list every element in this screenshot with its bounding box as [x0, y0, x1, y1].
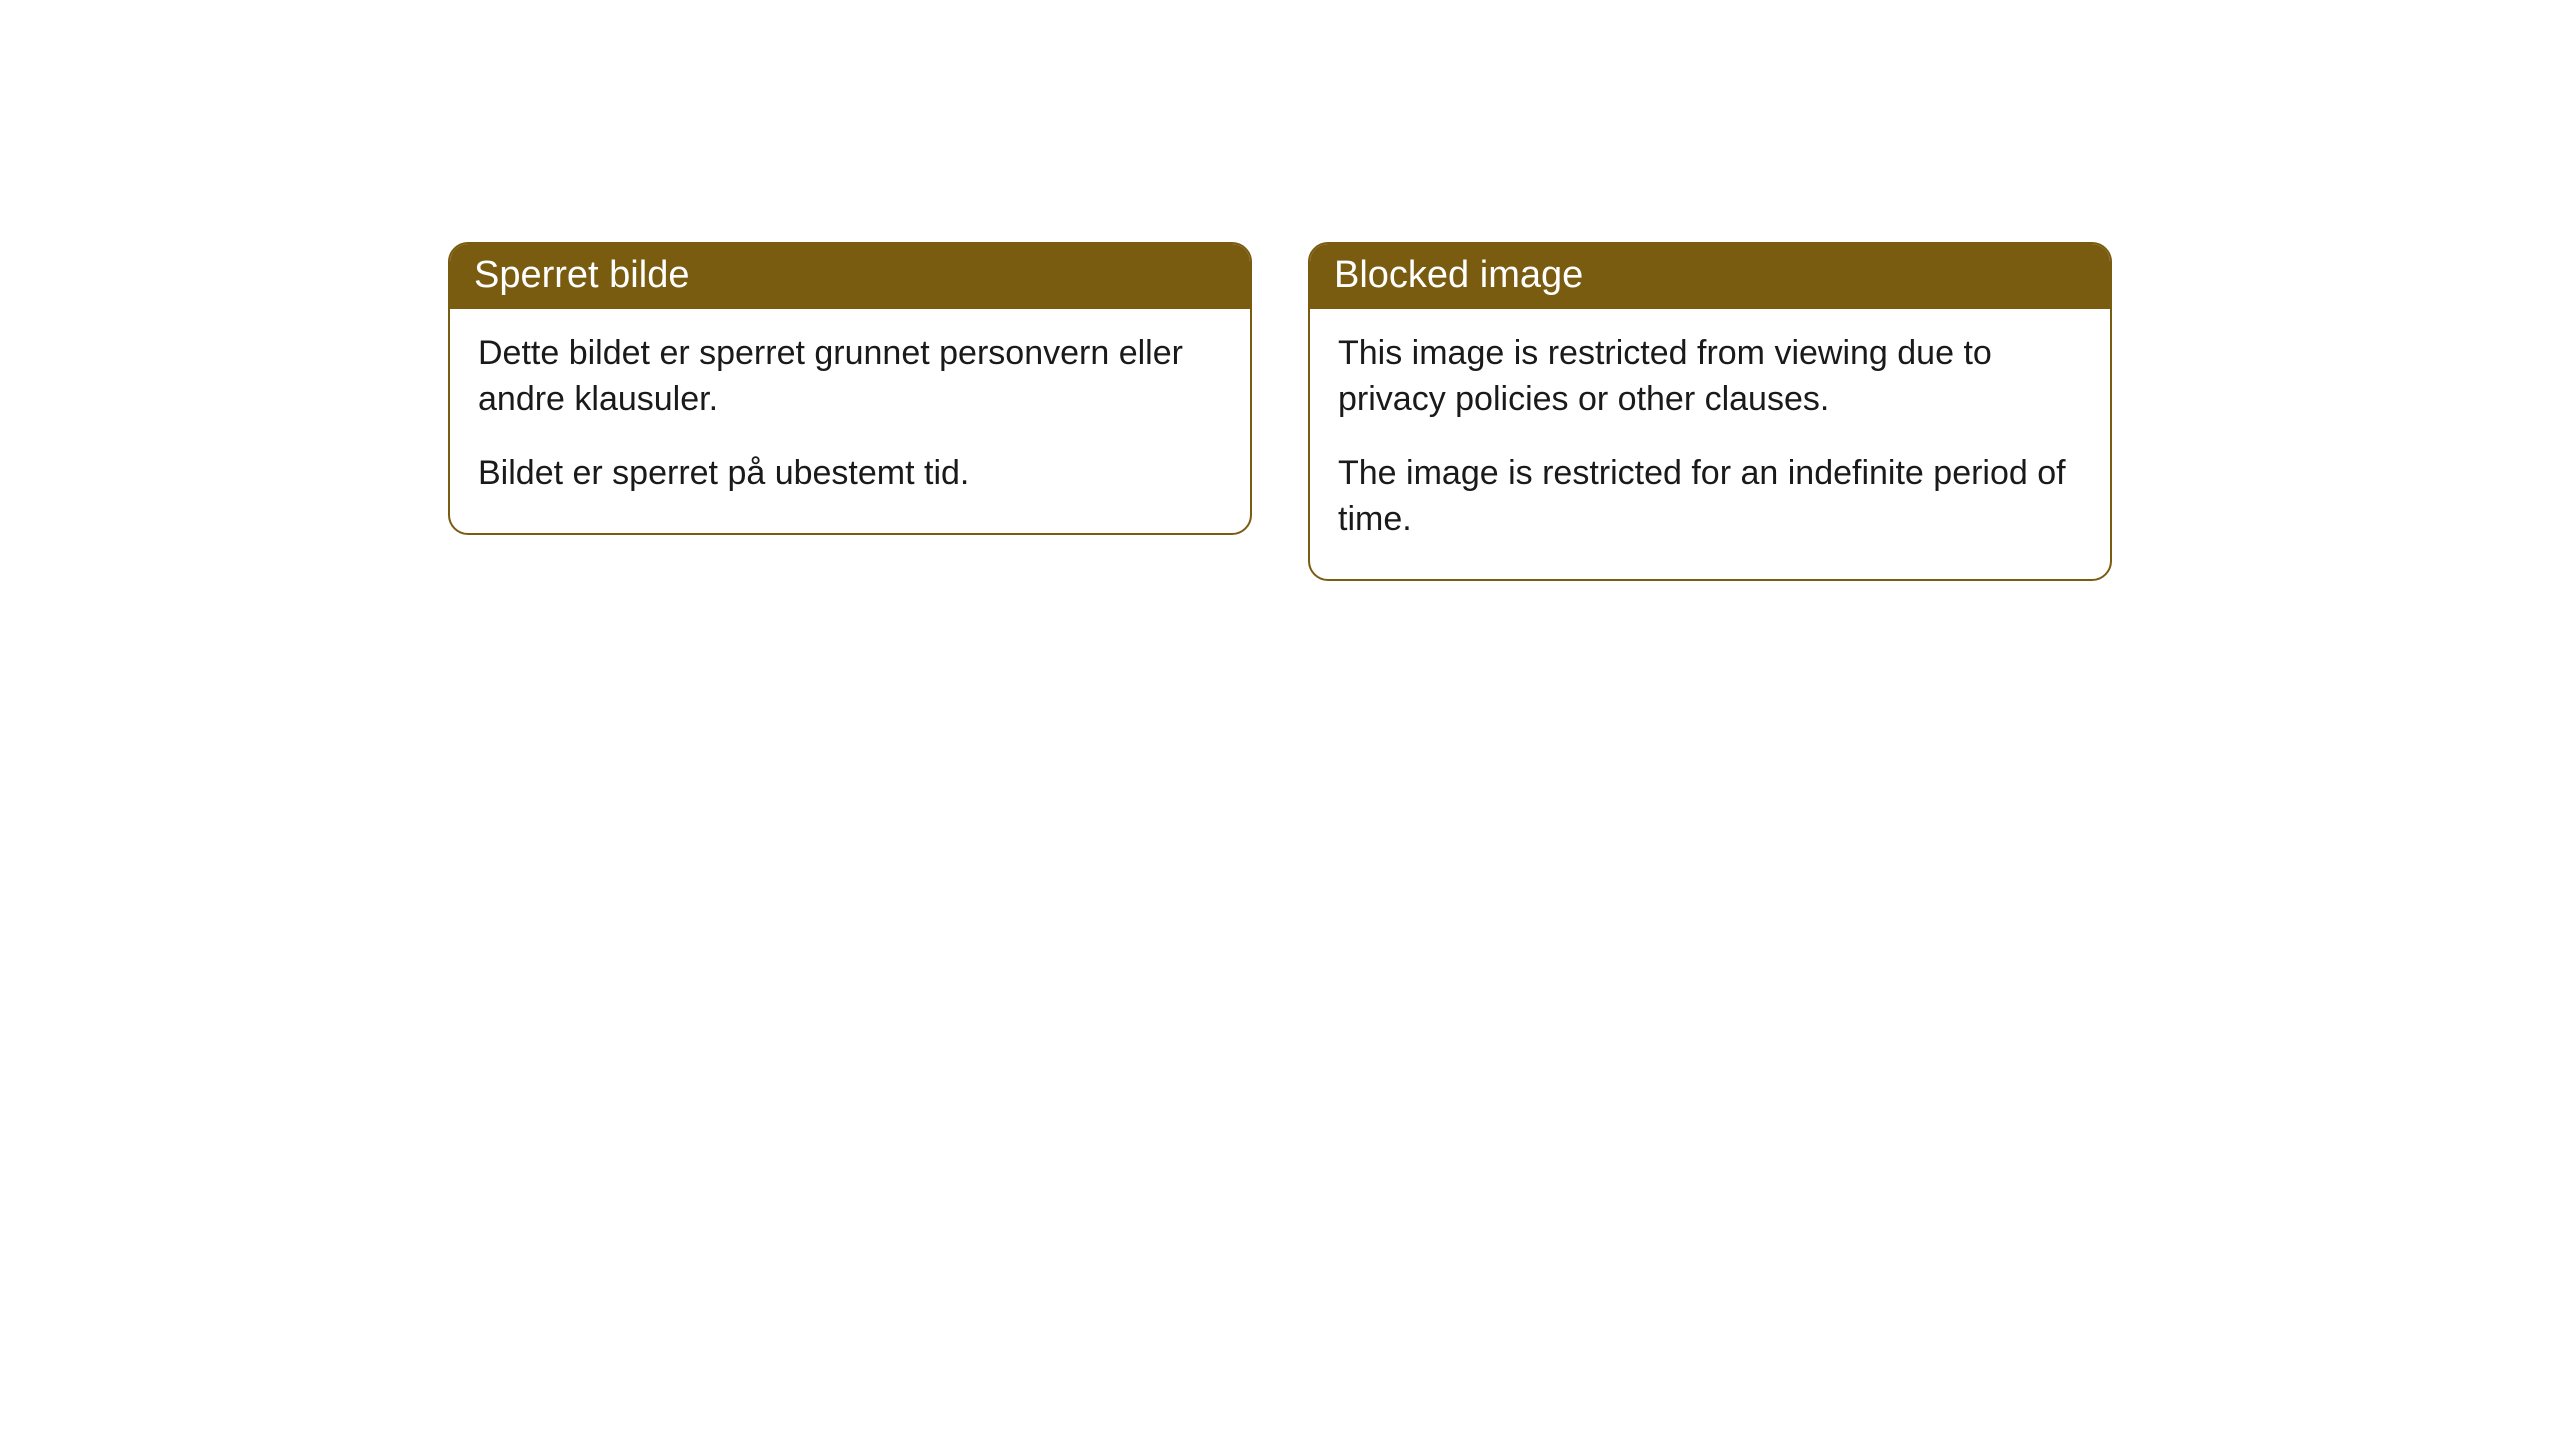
blocked-image-card-en: Blocked image This image is restricted f…: [1308, 242, 2112, 581]
card-text-2-en: The image is restricted for an indefinit…: [1338, 451, 2082, 543]
notice-cards-container: Sperret bilde Dette bildet er sperret gr…: [448, 242, 2112, 1440]
card-body-no: Dette bildet er sperret grunnet personve…: [450, 309, 1250, 533]
card-text-1-en: This image is restricted from viewing du…: [1338, 331, 2082, 423]
card-text-2-no: Bildet er sperret på ubestemt tid.: [478, 451, 1222, 497]
card-title-en: Blocked image: [1334, 254, 1583, 296]
card-text-1-no: Dette bildet er sperret grunnet personve…: [478, 331, 1222, 423]
card-body-en: This image is restricted from viewing du…: [1310, 309, 2110, 579]
blocked-image-card-no: Sperret bilde Dette bildet er sperret gr…: [448, 242, 1252, 535]
card-header-en: Blocked image: [1310, 244, 2110, 309]
card-title-no: Sperret bilde: [474, 254, 689, 296]
card-header-no: Sperret bilde: [450, 244, 1250, 309]
